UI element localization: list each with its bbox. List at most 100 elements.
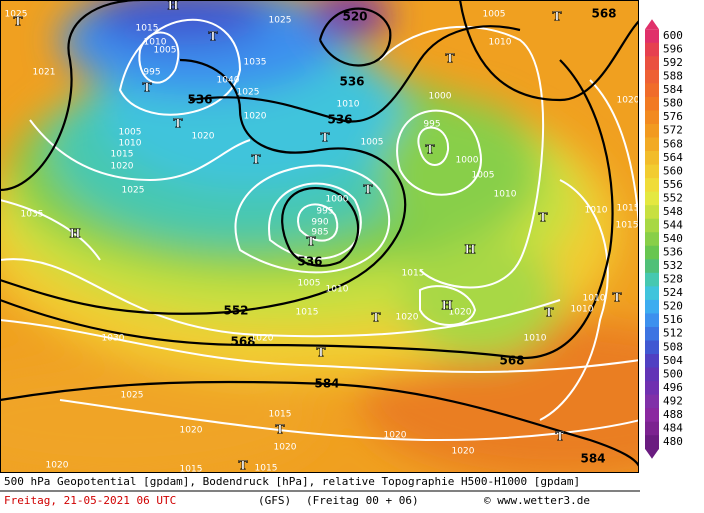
pressure-center-label: T — [143, 81, 152, 95]
pressure-label: 1000 — [456, 156, 479, 166]
colorbar-swatch — [645, 435, 659, 450]
geopotential-label: 568 — [591, 7, 616, 21]
colorbar-label: 596 — [663, 43, 683, 56]
pressure-label: 1010 — [585, 206, 608, 216]
pressure-center-label: H — [69, 227, 80, 241]
colorbar-label: 524 — [663, 286, 683, 299]
pressure-label: 1010 — [524, 334, 547, 344]
pressure-label: 1020 — [396, 313, 419, 323]
pressure-label: 1005 — [119, 128, 142, 138]
colorbar-label: 480 — [663, 435, 683, 448]
colorbar-label: 564 — [663, 151, 683, 164]
colorbar-swatch — [645, 110, 659, 125]
pressure-label: 1020 — [449, 308, 472, 318]
pressure-label: 1005 — [472, 171, 495, 181]
colorbar-swatch — [645, 259, 659, 274]
colorbar-swatch — [645, 56, 659, 71]
colorbar-label: 552 — [663, 191, 683, 204]
pressure-label: 1035 — [21, 210, 44, 220]
colorbar-swatch — [645, 408, 659, 423]
colorbar-label: 496 — [663, 381, 683, 394]
colorbar-top-arrow — [645, 19, 659, 30]
map-frame — [0, 0, 639, 473]
pressure-center-label: T — [174, 117, 183, 131]
geopotential-label: 536 — [297, 255, 322, 269]
pressure-label: 1000 — [326, 195, 349, 205]
colorbar-swatch — [645, 96, 659, 111]
colorbar-label: 568 — [663, 137, 683, 150]
pressure-center-label: T — [14, 15, 23, 29]
pressure-center-label: T — [317, 346, 326, 360]
pressure-label: 1010 — [337, 100, 360, 110]
pressure-center-label: T — [446, 52, 455, 66]
pressure-label: 1000 — [429, 92, 452, 102]
pressure-label: 1015 — [136, 24, 159, 34]
pressure-label: 995 — [423, 120, 440, 130]
colorbar-label: 560 — [663, 164, 683, 177]
colorbar-swatch — [645, 272, 659, 287]
pressure-label: 1040 — [217, 76, 240, 86]
pressure-center-label: T — [252, 153, 261, 167]
geopotential-lines — [0, 0, 638, 467]
pressure-label: 1005 — [483, 10, 506, 20]
map-labels: 5205365365365365525685685685845841015101… — [5, 0, 639, 474]
colorbar-bottom-arrow — [645, 448, 659, 459]
geopotential-label: 536 — [187, 93, 212, 107]
pressure-label: 1020 — [46, 461, 69, 471]
isobars — [0, 18, 638, 442]
geopotential-label: 520 — [342, 10, 367, 24]
colorbar-label: 576 — [663, 110, 683, 123]
colorbar-swatch — [645, 123, 659, 138]
colorbar-label: 600 — [663, 29, 683, 42]
pressure-label: 1030 — [102, 334, 125, 344]
pressure-label: 1025 — [121, 391, 144, 401]
pressure-label: 995 — [143, 68, 160, 78]
geopotential-label: 568 — [499, 354, 524, 368]
pressure-label: 1015 — [269, 410, 292, 420]
pressure-center-label: T — [613, 291, 622, 305]
pressure-label: 1020 — [274, 443, 297, 453]
caption-model: (GFS) — [258, 494, 291, 507]
pressure-label: 1010 — [494, 190, 517, 200]
pressure-label: 1015 — [402, 269, 425, 279]
colorbar-label: 584 — [663, 83, 683, 96]
colorbar-swatch — [645, 29, 659, 44]
colorbar-label: 588 — [663, 70, 683, 83]
geopotential-label: 584 — [580, 452, 605, 466]
pressure-label: 1010 — [583, 294, 606, 304]
colorbar-swatch — [645, 232, 659, 247]
colorbar-swatch — [645, 245, 659, 260]
pressure-center-label: T — [372, 311, 381, 325]
caption-credit: © www.wetter3.de — [484, 494, 590, 507]
pressure-label: 990 — [311, 218, 328, 228]
pressure-label: 1020 — [244, 112, 267, 122]
pressure-center-label: T — [545, 306, 554, 320]
pressure-label: 1025 — [237, 88, 260, 98]
map: 5205365365365365525685685685845841015101… — [0, 0, 639, 474]
colorbar-swatch — [645, 326, 659, 341]
pressure-label: 1015 — [616, 221, 639, 231]
pressure-label: 1025 — [5, 10, 28, 20]
pressure-label: 1010 — [489, 38, 512, 48]
colorbar-label: 512 — [663, 327, 683, 340]
pressure-center-label: T — [209, 30, 218, 44]
colorbar-label: 548 — [663, 205, 683, 218]
pressure-label: 985 — [311, 228, 328, 238]
colorbar-swatch — [645, 205, 659, 220]
pressure-label: 1005 — [361, 138, 384, 148]
colorbar-label: 488 — [663, 408, 683, 421]
colorbar-label: 540 — [663, 232, 683, 245]
colorbar: 6005965925885845805765725685645605565525… — [645, 19, 683, 459]
pressure-label: 1015 — [255, 464, 278, 474]
pressure-center-label: T — [364, 183, 373, 197]
colorbar-label: 484 — [663, 421, 683, 434]
colorbar-swatch — [645, 218, 659, 233]
colorbar-label: 544 — [663, 218, 683, 231]
colorbar-swatch — [645, 313, 659, 328]
pressure-label: 1020 — [180, 426, 203, 436]
pressure-center-label: T — [321, 131, 330, 145]
colorbar-swatch — [645, 151, 659, 166]
colorbar-swatch — [645, 83, 659, 98]
colorbar-swatch — [645, 421, 659, 436]
pressure-label: 995 — [316, 207, 333, 217]
